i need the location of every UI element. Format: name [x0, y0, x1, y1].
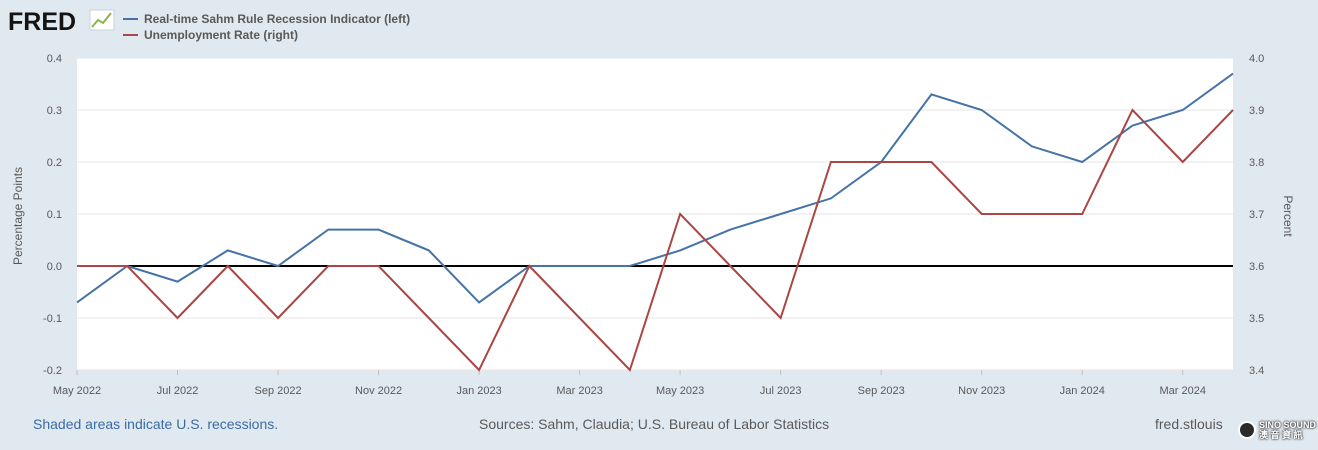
recession-note: Shaded areas indicate U.S. recessions.	[33, 416, 279, 432]
site-link[interactable]: fred.stlouis	[1155, 416, 1223, 432]
x-tick-label: Nov 2022	[355, 385, 402, 397]
x-tick-label: Sep 2023	[858, 385, 905, 397]
x-tick-label: Jan 2024	[1060, 385, 1105, 397]
left-tick-label: 0.3	[47, 105, 62, 117]
left-tick-label: 0.0	[47, 261, 62, 273]
legend-label-unemployment: Unemployment Rate (right)	[144, 28, 298, 42]
right-axis-title: Percent	[1281, 195, 1295, 237]
series	[76, 72, 1234, 372]
left-axis-title: Percentage Points	[11, 167, 25, 265]
right-tick-label: 3.8	[1249, 157, 1264, 169]
left-axis: 0.4 0.3 0.2 0.1 0.0 -0.1 -0.2	[43, 53, 62, 377]
fred-logo[interactable]: FRED	[8, 8, 115, 36]
right-tick-label: 3.6	[1249, 261, 1264, 273]
right-tick-label: 3.5	[1249, 313, 1264, 325]
legend: Real-time Sahm Rule Recession Indicator …	[123, 12, 410, 42]
legend-label-sahm: Real-time Sahm Rule Recession Indicator …	[144, 12, 410, 26]
left-tick-label: -0.1	[43, 313, 62, 325]
x-tick-label: Jul 2022	[157, 385, 199, 397]
watermark-line2: 澳 音 資 訊	[1259, 430, 1303, 440]
x-tick-label: May 2022	[53, 385, 101, 397]
watermark-line1: SINO SOUND	[1259, 420, 1317, 430]
left-tick-label: -0.2	[43, 365, 62, 377]
x-tick-label: Sep 2022	[254, 385, 301, 397]
x-tick-label: Mar 2023	[556, 385, 602, 397]
right-tick-label: 3.4	[1249, 365, 1264, 377]
right-tick-label: 4.0	[1249, 53, 1264, 65]
watermark: SINO SOUND 澳 音 資 訊	[1238, 415, 1318, 445]
x-tick-label: Nov 2023	[958, 385, 1005, 397]
watermark-logo-icon	[1238, 421, 1256, 439]
x-tick-label: Jul 2023	[760, 385, 802, 397]
sources-note: Sources: Sahm, Claudia; U.S. Bureau of L…	[479, 416, 830, 432]
watermark-text: SINO SOUND 澳 音 資 訊	[1259, 420, 1316, 440]
right-tick-label: 3.7	[1249, 209, 1264, 221]
right-axis: 4.0 3.9 3.8 3.7 3.6 3.5 3.4	[1249, 53, 1264, 377]
left-tick-label: 0.2	[47, 157, 62, 169]
left-tick-label: 0.1	[47, 209, 62, 221]
x-tick-label: Jan 2023	[456, 385, 501, 397]
gridlines	[77, 57, 1233, 371]
fred-logo-icon	[89, 9, 115, 31]
x-axis: May 2022 Jul 2022 Sep 2022 Nov 2022 Jan 2023…	[53, 370, 1206, 397]
unemployment-rate-line	[77, 108, 1234, 372]
x-tick-label: Mar 2024	[1159, 385, 1205, 397]
right-tick-label: 3.9	[1249, 105, 1264, 117]
fred-logo-text: FRED	[8, 8, 76, 36]
sahm-indicator-line	[76, 72, 1234, 304]
left-tick-label: 0.4	[47, 53, 62, 65]
x-tick-label: May 2023	[656, 385, 704, 397]
